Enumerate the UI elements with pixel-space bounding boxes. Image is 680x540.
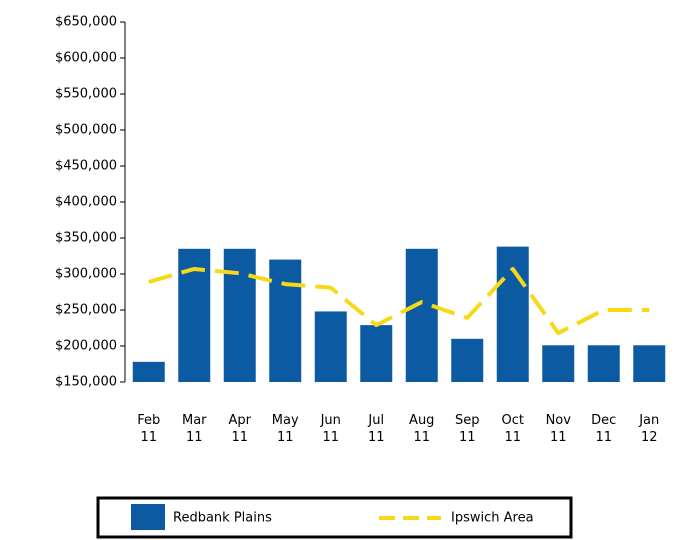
bar <box>633 345 666 382</box>
x-tick-label-line: 11 <box>186 430 203 445</box>
x-tick-label-line: Jan <box>638 413 659 428</box>
x-tick-label: May 11 <box>272 413 299 445</box>
x-tick-label-line: 11 <box>595 430 612 445</box>
bar <box>132 361 165 382</box>
x-tick-label-line: 11 <box>504 430 521 445</box>
x-tick-label: Apr 11 <box>229 413 252 445</box>
bar <box>269 259 302 382</box>
bar <box>314 311 347 382</box>
x-tick-label: Nov 11 <box>546 413 572 445</box>
x-tick-label-line: Jun <box>320 413 341 428</box>
x-tick-label: Aug 11 <box>409 413 434 445</box>
x-tick-label-line: Jul <box>367 413 384 428</box>
x-tick-label-line: 11 <box>413 430 430 445</box>
line <box>148 266 650 336</box>
y-tick-label: $150,000 <box>55 375 117 390</box>
x-tick-label-line: 11 <box>140 430 157 445</box>
x-tick-label-line: Dec <box>591 413 616 428</box>
bar <box>542 345 575 382</box>
y-tick-label: $200,000 <box>55 339 117 354</box>
legend-label: Redbank Plains <box>173 511 272 526</box>
x-tick-label: Oct 11 <box>502 413 524 445</box>
x-tick-label-line: May <box>272 413 299 428</box>
legend-box <box>96 496 573 539</box>
x-tick-label-line: 11 <box>277 430 294 445</box>
y-tick-label: $600,000 <box>55 51 117 66</box>
x-tick-label: Mar 11 <box>182 413 207 445</box>
bar <box>360 325 393 382</box>
x-tick-label-line: 12 <box>641 430 658 445</box>
bar <box>405 248 438 382</box>
x-tick-label-line: 11 <box>550 430 567 445</box>
bar <box>223 248 256 382</box>
y-tick-label: $550,000 <box>55 87 117 102</box>
x-tick-label-line: 11 <box>368 430 385 445</box>
x-tick-label-line: Apr <box>229 413 252 428</box>
bar <box>451 338 484 382</box>
x-tick-label-line: 11 <box>459 430 476 445</box>
y-tick-label: $300,000 <box>55 267 117 282</box>
y-tick-label: $650,000 <box>55 15 117 30</box>
x-tick-label: Sep 11 <box>455 413 480 445</box>
legend-swatch <box>131 504 165 530</box>
x-tick-label: Feb 11 <box>137 413 160 445</box>
x-tick-label: Dec 11 <box>591 413 616 445</box>
x-tick-label-line: 11 <box>322 430 339 445</box>
bar <box>587 345 620 382</box>
x-tick-label-line: Feb <box>137 413 160 428</box>
x-tick-label-line: Nov <box>546 413 572 428</box>
x-tick-label-line: Mar <box>182 413 207 428</box>
y-tick-label: $350,000 <box>55 231 117 246</box>
x-tick-label-line: Aug <box>409 413 434 428</box>
x-tick-label: Jun 11 <box>320 413 341 445</box>
y-tick-label: $250,000 <box>55 303 117 318</box>
x-tick-label-line: Oct <box>502 413 524 428</box>
y-tick-label: $400,000 <box>55 195 117 210</box>
x-tick-label: Jul 11 <box>367 413 384 445</box>
y-tick-label: $450,000 <box>55 159 117 174</box>
x-tick-label: Jan 12 <box>638 413 659 445</box>
x-tick-label-line: Sep <box>455 413 480 428</box>
bar <box>496 246 529 382</box>
y-tick-label: $500,000 <box>55 123 117 138</box>
x-tick-label-line: 11 <box>231 430 248 445</box>
legend-label: Ipswich Area <box>451 511 534 526</box>
